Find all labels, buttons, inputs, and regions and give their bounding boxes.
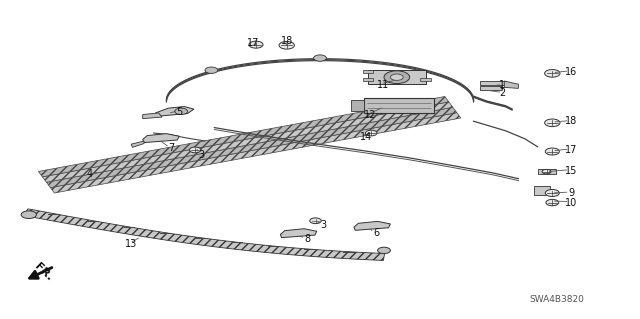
Polygon shape (131, 141, 144, 147)
Polygon shape (504, 81, 518, 88)
Text: 8: 8 (304, 234, 310, 244)
Text: 14: 14 (360, 132, 372, 142)
Text: 9: 9 (568, 188, 575, 198)
Text: 3: 3 (198, 150, 205, 160)
Text: 15: 15 (565, 166, 578, 176)
Polygon shape (368, 70, 426, 84)
Text: 13: 13 (125, 239, 138, 249)
Text: 12: 12 (364, 110, 376, 120)
Text: 2: 2 (499, 87, 506, 98)
Circle shape (314, 55, 326, 61)
Circle shape (545, 189, 559, 197)
Polygon shape (351, 100, 364, 111)
Polygon shape (143, 113, 162, 119)
Text: FR.: FR. (33, 261, 54, 283)
Text: 3: 3 (320, 220, 326, 230)
Polygon shape (47, 107, 457, 188)
Circle shape (175, 108, 188, 115)
Bar (420, 78, 431, 81)
Circle shape (542, 169, 551, 174)
Text: 6: 6 (373, 228, 380, 238)
Circle shape (21, 211, 36, 219)
Circle shape (279, 41, 294, 49)
Polygon shape (42, 102, 453, 182)
Bar (363, 70, 373, 73)
Polygon shape (156, 107, 194, 116)
Text: 18: 18 (280, 36, 293, 47)
Circle shape (249, 41, 263, 48)
Circle shape (546, 199, 559, 206)
Text: 7: 7 (168, 143, 175, 153)
Circle shape (545, 70, 560, 77)
Circle shape (384, 71, 410, 84)
Text: 18: 18 (565, 116, 578, 126)
Circle shape (205, 67, 218, 73)
Text: 16: 16 (565, 67, 578, 77)
Circle shape (390, 74, 403, 80)
Polygon shape (480, 86, 502, 90)
Circle shape (310, 218, 321, 224)
Text: 1: 1 (499, 79, 506, 90)
Text: 10: 10 (565, 197, 578, 208)
Text: 11: 11 (376, 79, 389, 90)
Text: 17: 17 (565, 145, 578, 155)
Text: 4: 4 (86, 169, 93, 179)
Polygon shape (143, 134, 179, 143)
Polygon shape (480, 81, 506, 85)
Polygon shape (354, 221, 390, 230)
Polygon shape (51, 113, 461, 193)
Circle shape (365, 130, 377, 136)
Text: 5: 5 (176, 107, 182, 117)
Circle shape (189, 147, 201, 153)
Polygon shape (23, 209, 385, 261)
Bar (363, 78, 373, 81)
Text: SWA4B3820: SWA4B3820 (529, 295, 584, 304)
Circle shape (545, 148, 559, 155)
Polygon shape (364, 98, 434, 113)
Text: 17: 17 (246, 38, 259, 48)
Polygon shape (280, 229, 317, 238)
Bar (534, 186, 550, 195)
Circle shape (378, 247, 390, 254)
Bar (538, 169, 556, 174)
Circle shape (545, 119, 560, 127)
Polygon shape (38, 96, 449, 177)
